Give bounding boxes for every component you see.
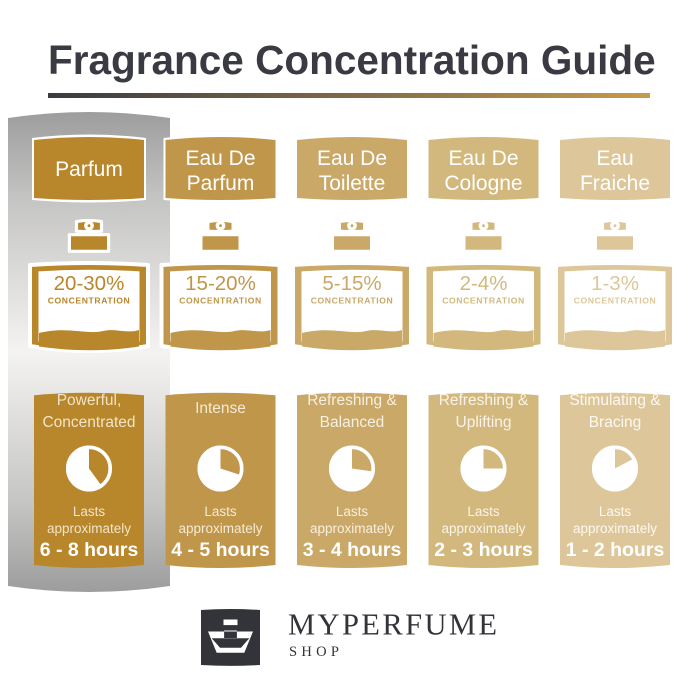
svg-text:Eau De: Eau De <box>317 147 387 170</box>
svg-text:approximately: approximately <box>47 521 131 536</box>
svg-text:CONCENTRATION: CONCENTRATION <box>179 296 262 306</box>
svg-text:Lasts: Lasts <box>599 504 632 519</box>
svg-text:15-20%: 15-20% <box>185 272 256 295</box>
svg-text:approximately: approximately <box>573 521 657 536</box>
svg-text:Refreshing &: Refreshing & <box>439 392 529 409</box>
svg-text:CONCENTRATION: CONCENTRATION <box>574 296 657 306</box>
svg-text:approximately: approximately <box>310 521 394 536</box>
svg-text:Concentrated: Concentrated <box>42 414 135 431</box>
svg-text:Lasts: Lasts <box>336 504 369 519</box>
svg-text:2 - 3 hours: 2 - 3 hours <box>434 539 533 561</box>
svg-text:Eau De: Eau De <box>185 147 255 170</box>
svg-text:Intense: Intense <box>195 400 246 417</box>
svg-text:Uplifting: Uplifting <box>456 414 512 431</box>
svg-text:approximately: approximately <box>441 521 525 536</box>
svg-text:MYPERFUME: MYPERFUME <box>288 608 499 642</box>
svg-text:Lasts: Lasts <box>204 504 237 519</box>
svg-text:Parfum: Parfum <box>187 172 255 195</box>
svg-text:20-30%: 20-30% <box>54 272 125 295</box>
svg-text:Fragrance Concentration Guide: Fragrance Concentration Guide <box>48 37 656 83</box>
svg-text:Powerful,: Powerful, <box>57 392 122 409</box>
svg-text:6 - 8 hours: 6 - 8 hours <box>40 539 139 561</box>
svg-text:5-15%: 5-15% <box>322 272 381 295</box>
svg-text:3 - 4 hours: 3 - 4 hours <box>303 539 402 561</box>
svg-text:4 - 5 hours: 4 - 5 hours <box>171 539 270 561</box>
svg-text:2-4%: 2-4% <box>460 272 508 295</box>
svg-text:Bracing: Bracing <box>589 414 642 431</box>
svg-text:approximately: approximately <box>178 521 262 536</box>
svg-text:CONCENTRATION: CONCENTRATION <box>48 296 131 306</box>
svg-text:Balanced: Balanced <box>320 414 385 431</box>
svg-text:Parfum: Parfum <box>55 158 123 181</box>
svg-text:Lasts: Lasts <box>467 504 500 519</box>
svg-text:SHOP: SHOP <box>289 644 343 660</box>
svg-text:Lasts: Lasts <box>73 504 106 519</box>
svg-text:Eau De: Eau De <box>448 147 518 170</box>
svg-text:Cologne: Cologne <box>444 172 522 195</box>
svg-text:Fraiche: Fraiche <box>580 172 650 195</box>
svg-text:Stimulating &: Stimulating & <box>569 392 661 409</box>
svg-text:1-3%: 1-3% <box>591 272 639 295</box>
svg-text:CONCENTRATION: CONCENTRATION <box>442 296 525 306</box>
svg-text:CONCENTRATION: CONCENTRATION <box>311 296 394 306</box>
svg-text:1 - 2 hours: 1 - 2 hours <box>566 539 665 561</box>
svg-text:Refreshing &: Refreshing & <box>307 392 397 409</box>
svg-text:Toilette: Toilette <box>319 172 386 195</box>
svg-text:Eau: Eau <box>596 147 633 170</box>
